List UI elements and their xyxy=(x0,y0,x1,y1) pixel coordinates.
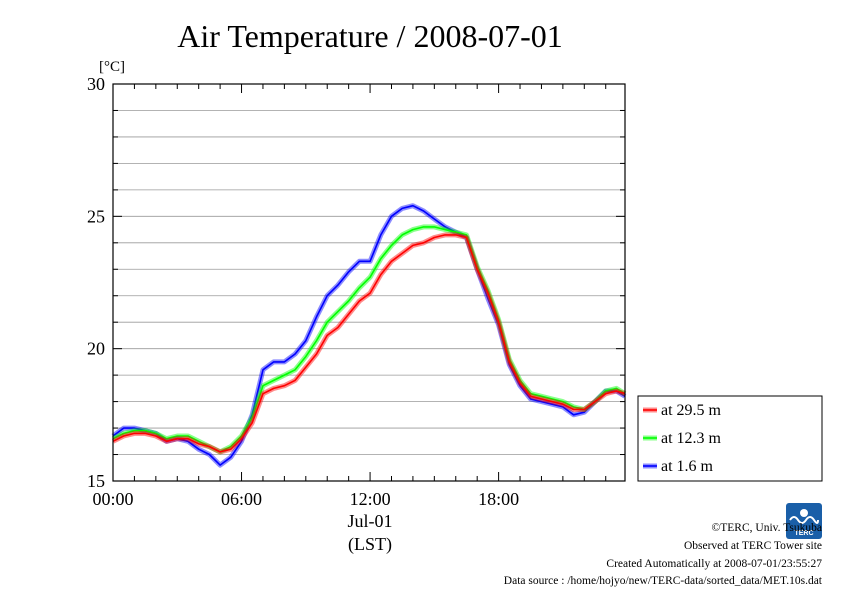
series-line xyxy=(112,226,626,453)
series-line xyxy=(112,234,626,453)
x-tick-label: 00:00 xyxy=(92,489,133,509)
logo-sun-icon xyxy=(800,509,808,517)
x-tick-label: 06:00 xyxy=(221,489,262,509)
gridlines xyxy=(113,110,625,455)
legend: at 29.5 m at 12.3 m at 1.6 m xyxy=(637,395,823,482)
y-tick-label: 30 xyxy=(87,74,105,94)
legend-label: at 12.3 m xyxy=(661,430,722,447)
x-unit-label: (LST) xyxy=(348,534,392,555)
y-tick-labels: 15 20 25 30 xyxy=(87,74,105,491)
y-tick-label: 20 xyxy=(87,339,105,359)
series-lines xyxy=(111,203,627,468)
legend-label: at 1.6 m xyxy=(661,458,714,475)
credit-created: Created Automatically at 2008-07-01/23:5… xyxy=(606,558,822,570)
x-date-label: Jul-01 xyxy=(348,511,393,531)
x-tick-labels: 00:00 06:00 12:00 18:00 xyxy=(92,489,519,509)
series-line xyxy=(112,204,626,466)
legend-box xyxy=(637,395,823,482)
plot-frame xyxy=(112,83,626,482)
legend-label: at 29.5 m xyxy=(661,402,722,419)
logo-wave-icon xyxy=(789,516,819,524)
credit-copyright: ©TERC, Univ. Tsukuba xyxy=(712,522,822,534)
credit-site: Observed at TERC Tower site xyxy=(684,540,822,552)
y-axis-unit-label: [°C] xyxy=(99,59,125,75)
axis-ticks xyxy=(112,83,625,482)
terc-logo: TERC xyxy=(786,503,822,539)
x-tick-label: 18:00 xyxy=(478,489,519,509)
series-line-halo xyxy=(111,232,626,455)
y-tick-label: 15 xyxy=(87,471,105,491)
logo-text: TERC xyxy=(794,530,813,537)
chart-title: Air Temperature / 2008-07-01 xyxy=(177,18,563,54)
x-tick-label: 12:00 xyxy=(350,489,391,509)
credit-source: Data source : /home/hojyo/new/TERC-data/… xyxy=(504,575,823,587)
y-tick-label: 25 xyxy=(87,206,105,226)
series-line-halo xyxy=(111,203,627,468)
